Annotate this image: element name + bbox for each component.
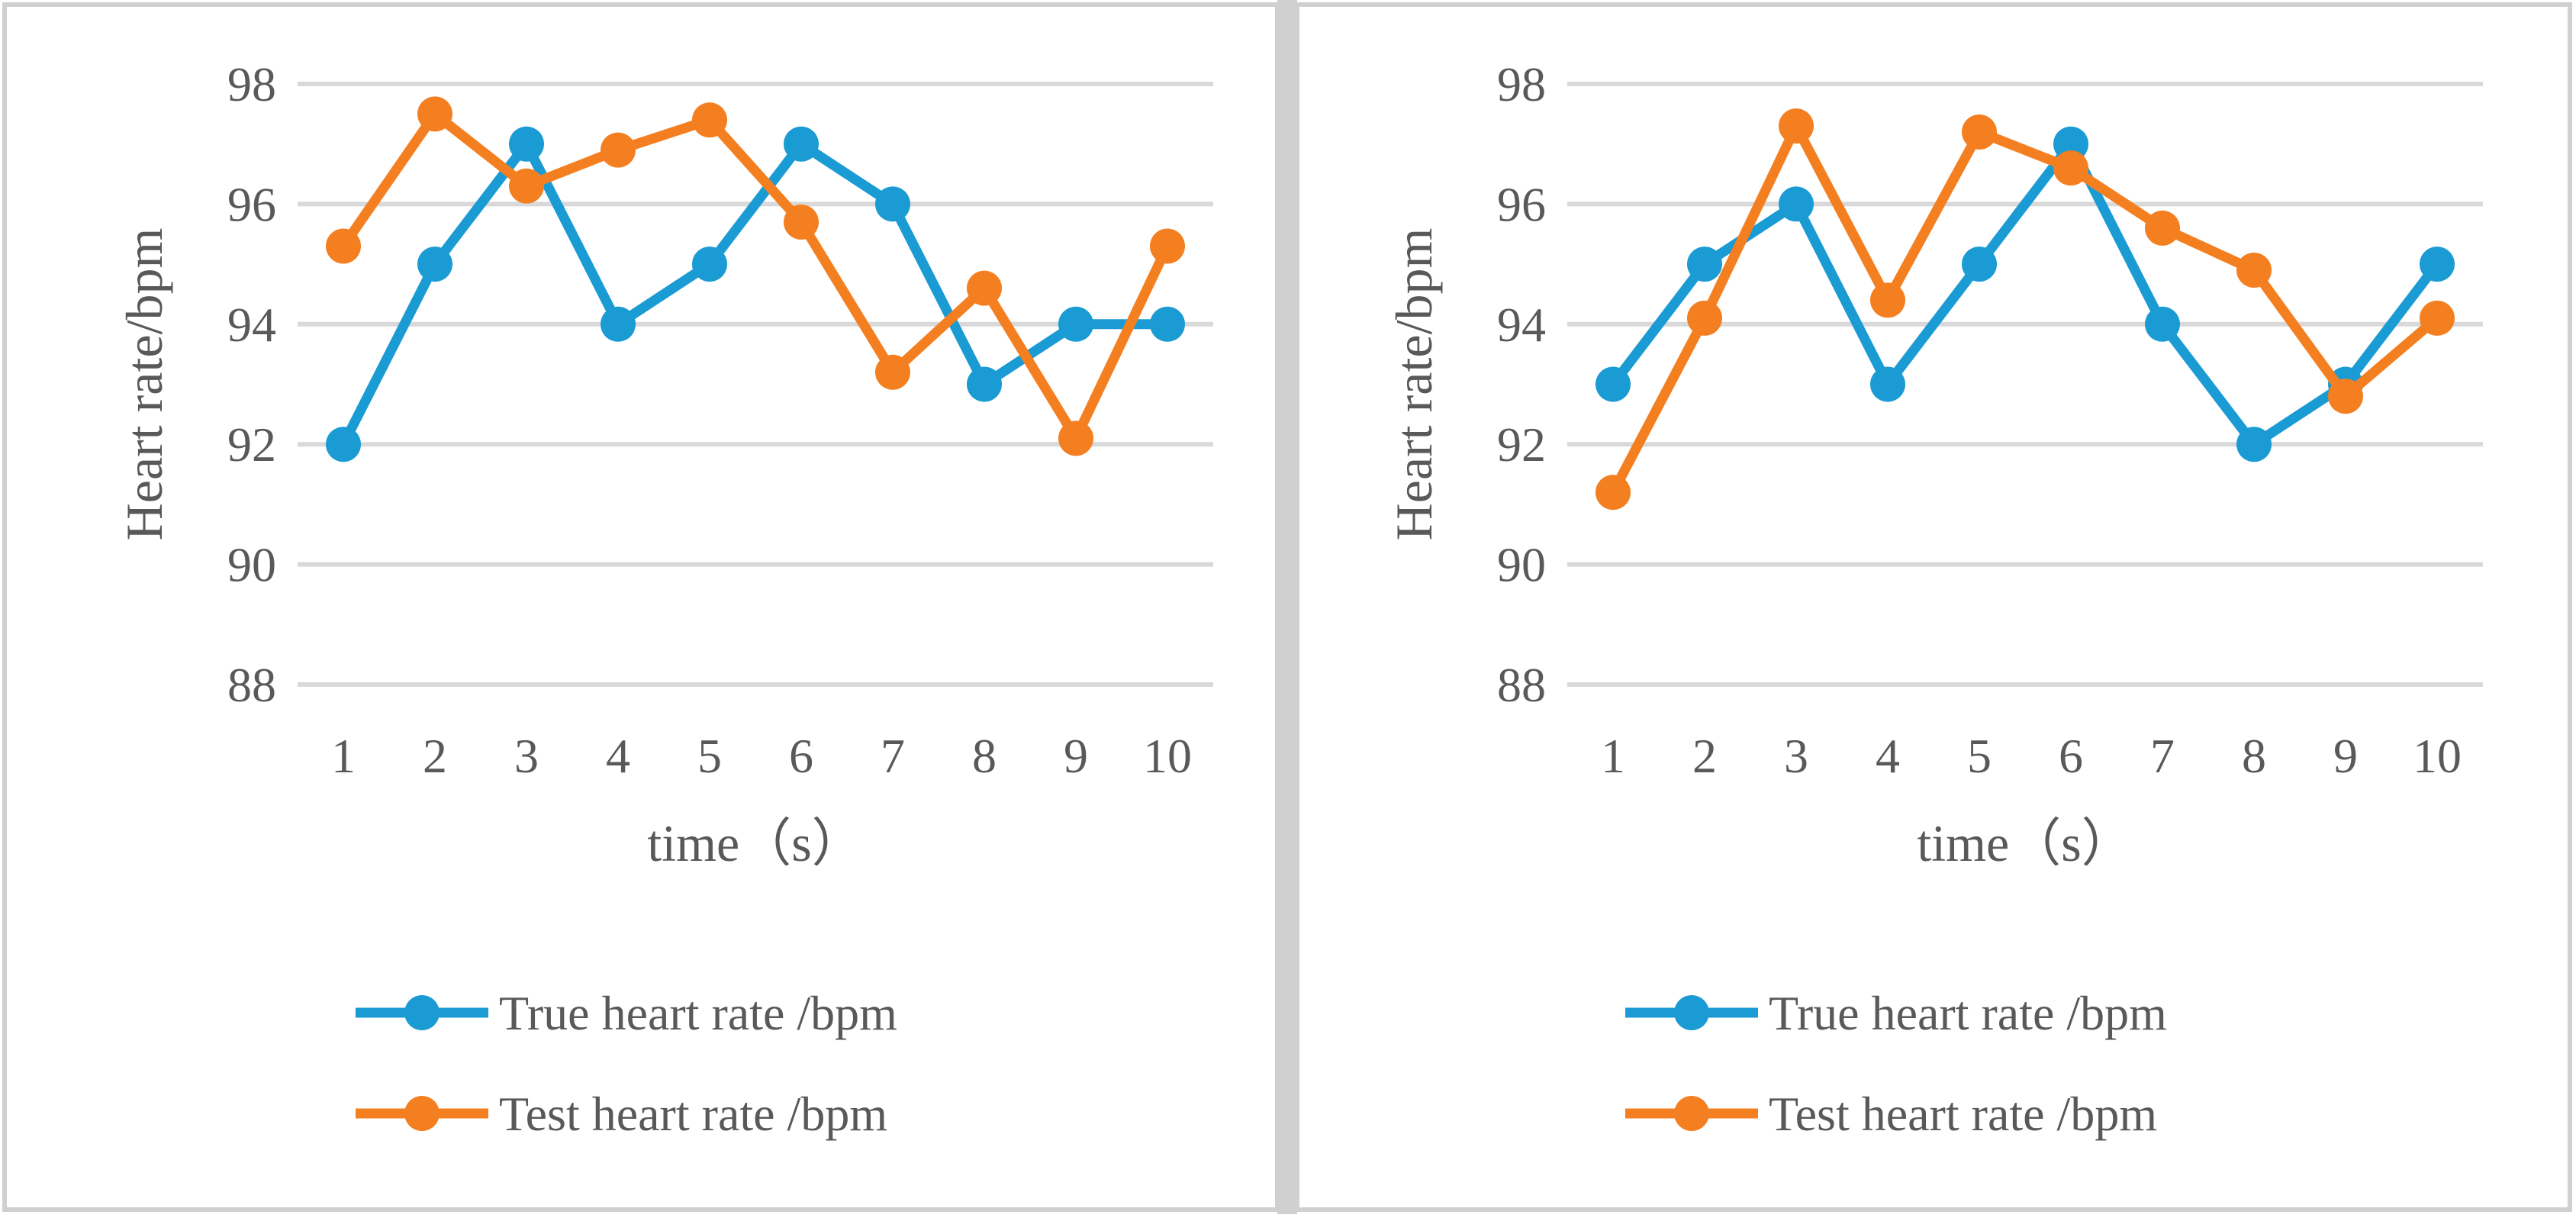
panel-2-series-1-point-4: [1870, 366, 1905, 402]
panel-1-x-tick-3: 3: [514, 729, 539, 783]
panel-2-series-1-point-10: [2420, 246, 2455, 282]
panel-1-y-tick-94: 94: [227, 298, 276, 352]
panel-2-x-tick-2: 2: [1692, 729, 1717, 783]
panel-2-legend-label-2: Test heart rate /bpm: [1769, 1087, 2157, 1141]
panel-1-x-tick-6: 6: [789, 729, 813, 783]
panel-1-x-tick-5: 5: [697, 729, 722, 783]
panel-2-series-1-line: [1608, 139, 2442, 450]
panel-1-y-axis-title: Heart rate/bpm: [115, 228, 173, 541]
panel-2-legend-swatch-marker-2: [1674, 1096, 1709, 1131]
panel-1-x-axis-title: time（s）: [647, 814, 863, 872]
panel-2-x-tick-3: 3: [1784, 729, 1808, 783]
panel-2-series-1-point-3: [1779, 186, 1814, 222]
panel-1-series-1-point-3: [509, 126, 544, 162]
panel-2-series-2-point-1: [1596, 475, 1631, 511]
panel-2-y-tick-92: 92: [1497, 417, 1546, 472]
panel-1-legend-swatch-marker-2: [404, 1096, 440, 1131]
panel-1-series-1-point-9: [1058, 306, 1093, 342]
panel-2-y-tick-96: 96: [1497, 177, 1546, 231]
panel-1-series-2-point-4: [601, 132, 636, 168]
panel-2-series-1-point-5: [1962, 246, 1997, 282]
panel-1-series-2-point-3: [509, 168, 544, 204]
panel-1-series-2-point-6: [784, 205, 819, 240]
panel-2-series-2-point-7: [2145, 210, 2180, 246]
panel-2-x-tick-10: 10: [2413, 729, 2462, 783]
panel-2-legend-swatch-marker-1: [1674, 995, 1709, 1030]
panel-1-x-tick-7: 7: [881, 729, 905, 783]
panel-2-x-tick-4: 4: [1876, 729, 1900, 783]
panel-2-y-tick-98: 98: [1497, 57, 1546, 111]
panel-1-y-tick-88: 88: [227, 658, 276, 712]
panel-1-series-1-point-6: [784, 126, 819, 162]
panel-1-series-2-line: [339, 108, 1172, 443]
panel-1-y-tick-96: 96: [227, 177, 276, 231]
panel-2-series-2-point-4: [1870, 282, 1905, 318]
panel-2-series-2-point-10: [2420, 300, 2455, 336]
panel-2-series-1-point-8: [2236, 427, 2272, 462]
panel-2-x-tick-9: 9: [2333, 729, 2358, 783]
chart-panel-1: 88 90 92 94 96 98 1 2 3 4 5 6 7 8 9 10 time（s） Heart rate…: [115, 57, 1213, 1141]
panel-2-x-tick-1: 1: [1601, 729, 1625, 783]
panel-2-series-2-point-8: [2236, 252, 2272, 288]
panel-2-series-2-point-2: [1687, 300, 1722, 336]
panel-1-y-tick-92: 92: [227, 417, 276, 472]
panel-1-series-2-point-7: [875, 354, 910, 390]
panel-1-series-1-point-1: [326, 427, 361, 462]
panel-2-x-tick-5: 5: [1967, 729, 1992, 783]
panel-1-x-tick-2: 2: [423, 729, 447, 783]
panel-2-legend-label-1: True heart rate /bpm: [1769, 986, 2167, 1040]
panel-2-series-1-point-6: [2053, 126, 2088, 162]
chart-panel-2: 88 90 92 94 96 98 1 2 3 4 5 6 7 8 9 10 time（s） Heart rate…: [1385, 57, 2483, 1141]
panel-1-legend-swatch-marker-1: [404, 995, 440, 1030]
panel-2-series-2-point-5: [1962, 114, 1997, 150]
panel-2-series-2-point-9: [2328, 379, 2363, 414]
panel-1-x-tick-10: 10: [1143, 729, 1192, 783]
panel-1-series-1-point-5: [692, 246, 727, 282]
panel-2-y-tick-88: 88: [1497, 658, 1546, 712]
panel-1-series-2-point-8: [967, 270, 1002, 306]
panel-1-series-1-point-8: [967, 366, 1002, 402]
panel-2-x-tick-7: 7: [2150, 729, 2175, 783]
panel-1-x-tick-9: 9: [1064, 729, 1088, 783]
panel-1-series-2-point-1: [326, 228, 361, 264]
panel-2-series-2-point-3: [1779, 108, 1814, 144]
panel-2-y-tick-94: 94: [1497, 298, 1546, 352]
panel-1-series-1-point-10: [1150, 306, 1185, 342]
panel-2-series-1-point-7: [2145, 306, 2180, 342]
panel-2-series-1-point-1: [1596, 366, 1631, 402]
panel-1-series-2-point-2: [417, 96, 452, 132]
panel-2-series-2-point-6: [2053, 150, 2088, 186]
panel-1-x-tick-1: 1: [331, 729, 356, 783]
panel-1-series-2-point-10: [1150, 228, 1185, 264]
panel-2-y-axis-title: Heart rate/bpm: [1385, 228, 1443, 541]
panel-2-x-tick-8: 8: [2242, 729, 2266, 783]
panel-1-series-1-point-2: [417, 246, 452, 282]
panel-1-series-2-point-5: [692, 102, 727, 138]
panel-1-y-tick-90: 90: [227, 538, 276, 592]
panel-2-x-tick-6: 6: [2059, 729, 2083, 783]
panel-1-x-tick-4: 4: [606, 729, 630, 783]
panel-2-x-axis-title: time（s）: [1917, 814, 2133, 872]
panel-2-series-2-line: [1608, 121, 2441, 495]
panel-1-legend-label-1: True heart rate /bpm: [499, 986, 897, 1040]
panel-1-series-1-point-7: [875, 186, 910, 222]
panel-1-y-tick-98: 98: [227, 57, 276, 111]
panel-divider: [1277, 0, 1297, 1214]
panel-1-series-1-point-4: [601, 306, 636, 342]
panel-2-y-tick-90: 90: [1497, 538, 1546, 592]
panel-1-x-tick-8: 8: [972, 729, 997, 783]
panel-1-legend-label-2: Test heart rate /bpm: [499, 1087, 887, 1141]
panel-1-series-2-point-9: [1058, 420, 1093, 456]
panel-2-series-1-point-2: [1687, 246, 1722, 282]
